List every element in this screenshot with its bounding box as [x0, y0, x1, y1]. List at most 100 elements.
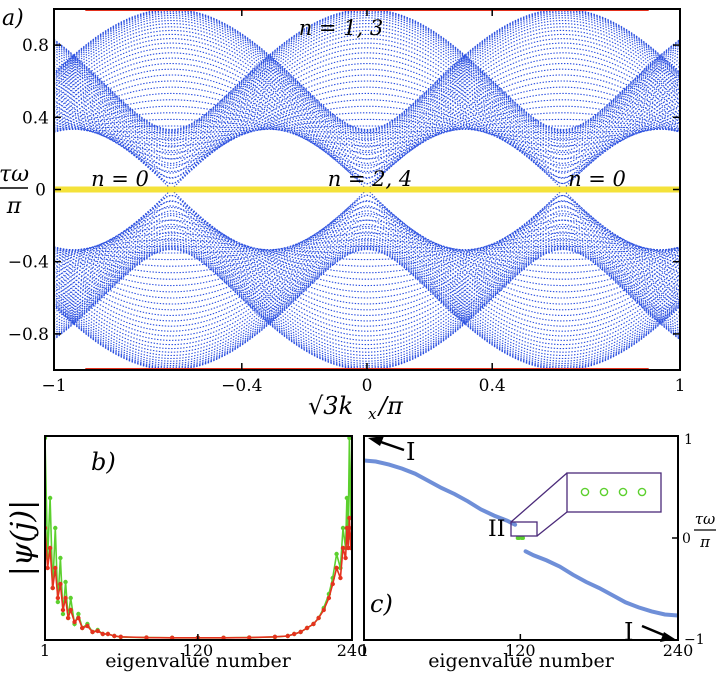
band-curve [54, 219, 680, 341]
marker-I-top-label: I [406, 438, 415, 466]
panel-a-xlabel-tail: /π [377, 392, 404, 420]
band-curve [54, 210, 680, 332]
wavefunction-point [344, 525, 350, 531]
band-curve [54, 244, 680, 367]
band-curve [54, 33, 680, 156]
wavefunction-point [347, 515, 352, 521]
band-curve [54, 242, 680, 365]
band-curve [54, 86, 680, 173]
eigenvalue-branch-lower [523, 549, 678, 618]
marker-I-bottom: I [624, 618, 675, 646]
wavefunction-point [47, 545, 53, 551]
inset-markers [580, 487, 647, 497]
panel-b: b) |ψ(j)| 1 120 240 eigenvalue number [5, 435, 367, 672]
wavefunction-point [340, 525, 346, 531]
panel-c-ylabel-denominator: π [699, 533, 711, 551]
y-tick-label: 0 [682, 531, 691, 547]
wavefunction-point [95, 628, 100, 634]
band-curve [54, 205, 680, 327]
band-curve [54, 232, 680, 267]
annotation-n0-left: n = 0 [91, 167, 149, 191]
wavefunction-point [63, 579, 68, 585]
wavefunction-point [76, 611, 81, 617]
band-curve [54, 92, 680, 166]
band-curve [54, 80, 680, 179]
x-tick-label: 1 [359, 641, 369, 660]
band-curve [54, 52, 680, 174]
wavefunction-point [291, 631, 297, 637]
wavefunction-point [118, 634, 123, 639]
band-curve [54, 57, 680, 179]
wavefunction-point [85, 623, 90, 629]
wavefunction-point [53, 525, 58, 531]
wavefunction-point [285, 633, 290, 639]
wavefunction-point [330, 581, 335, 587]
band-curve [54, 226, 680, 274]
arrow-I-top-shaft [377, 439, 405, 452]
wavefunction-point [68, 595, 73, 601]
wavefunction-point [247, 635, 252, 640]
wavefunction-point [326, 595, 332, 601]
zoom-inset [510, 472, 662, 537]
panel-c-x-tick-labels: 1 120 240 [359, 641, 693, 660]
band-curve [54, 42, 680, 164]
band-curve [54, 200, 680, 299]
band-curve [54, 62, 680, 185]
zoom-box [510, 521, 538, 537]
panel-a-xlabel-sub: x [368, 405, 377, 423]
band-curve [54, 92, 680, 166]
marker-I-bottom-label: I [624, 618, 633, 646]
band-curve [54, 10, 680, 132]
band-curve [54, 206, 680, 293]
band-curve [54, 244, 680, 367]
band-curve [54, 17, 680, 139]
wavefunction-point [334, 565, 339, 571]
band-curve [54, 112, 680, 147]
panel-c-y-tick-labels: −1 0 1 [682, 432, 705, 648]
y-tick-label: 0.4 [22, 108, 49, 128]
y-tick-label: −0.8 [8, 325, 49, 345]
wavefunction-point [72, 619, 77, 625]
zero-mode-point [520, 536, 525, 540]
band-curve [54, 68, 680, 190]
band-curve [54, 86, 680, 173]
wavefunction-point [221, 635, 226, 640]
band-curve [54, 14, 680, 137]
panel-a-ticks [53, 9, 681, 370]
wavefunction-point [112, 633, 117, 639]
wavefunction-point [298, 629, 303, 635]
band-curve [54, 26, 680, 148]
band-curve [54, 74, 680, 185]
wavefunction-point [45, 565, 50, 571]
panel-a-x-tick-labels: −1 −0.4 0 0.4 1 [41, 376, 685, 396]
panel-a-xlabel-main: √3k [308, 392, 353, 420]
wavefunction-point [55, 599, 61, 605]
panel-c-xlabel: eigenvalue number [428, 650, 615, 672]
inset-zero-mode [599, 487, 609, 497]
wavefunction-point [90, 629, 95, 635]
panel-a-ylabel-numerator: τω [0, 162, 29, 187]
band-curve [54, 215, 680, 337]
arrow-I-bottom-head [660, 632, 675, 642]
panel-a: a) n = 1, 3 n = 0 n = 2, 4 n = 0 −1 −0.4 0… [0, 6, 685, 423]
band-curve [54, 246, 680, 368]
band-curve [54, 194, 680, 317]
y-tick-label: −0.4 [8, 253, 49, 273]
panel-b-x-tick-labels: 1 120 240 [40, 641, 367, 660]
band-curve [54, 62, 680, 185]
band-curve [54, 57, 680, 179]
marker-I-top: I [368, 436, 415, 466]
wavefunction-point [58, 555, 63, 561]
arrow-I-top-head [368, 436, 384, 446]
band-curve [54, 118, 680, 140]
wavefunction-point [304, 625, 310, 631]
band-curve [54, 248, 680, 370]
x-tick-label: 120 [183, 641, 214, 660]
inset-zero-mode [580, 487, 590, 497]
wavefunction-point [100, 631, 106, 637]
wavefunction-lines [45, 436, 352, 640]
band-curve [54, 47, 680, 169]
panel-a-xlabel: √3k x /π [308, 392, 404, 423]
band-curve [54, 194, 680, 317]
annotation-n0-right: n = 0 [568, 167, 626, 191]
